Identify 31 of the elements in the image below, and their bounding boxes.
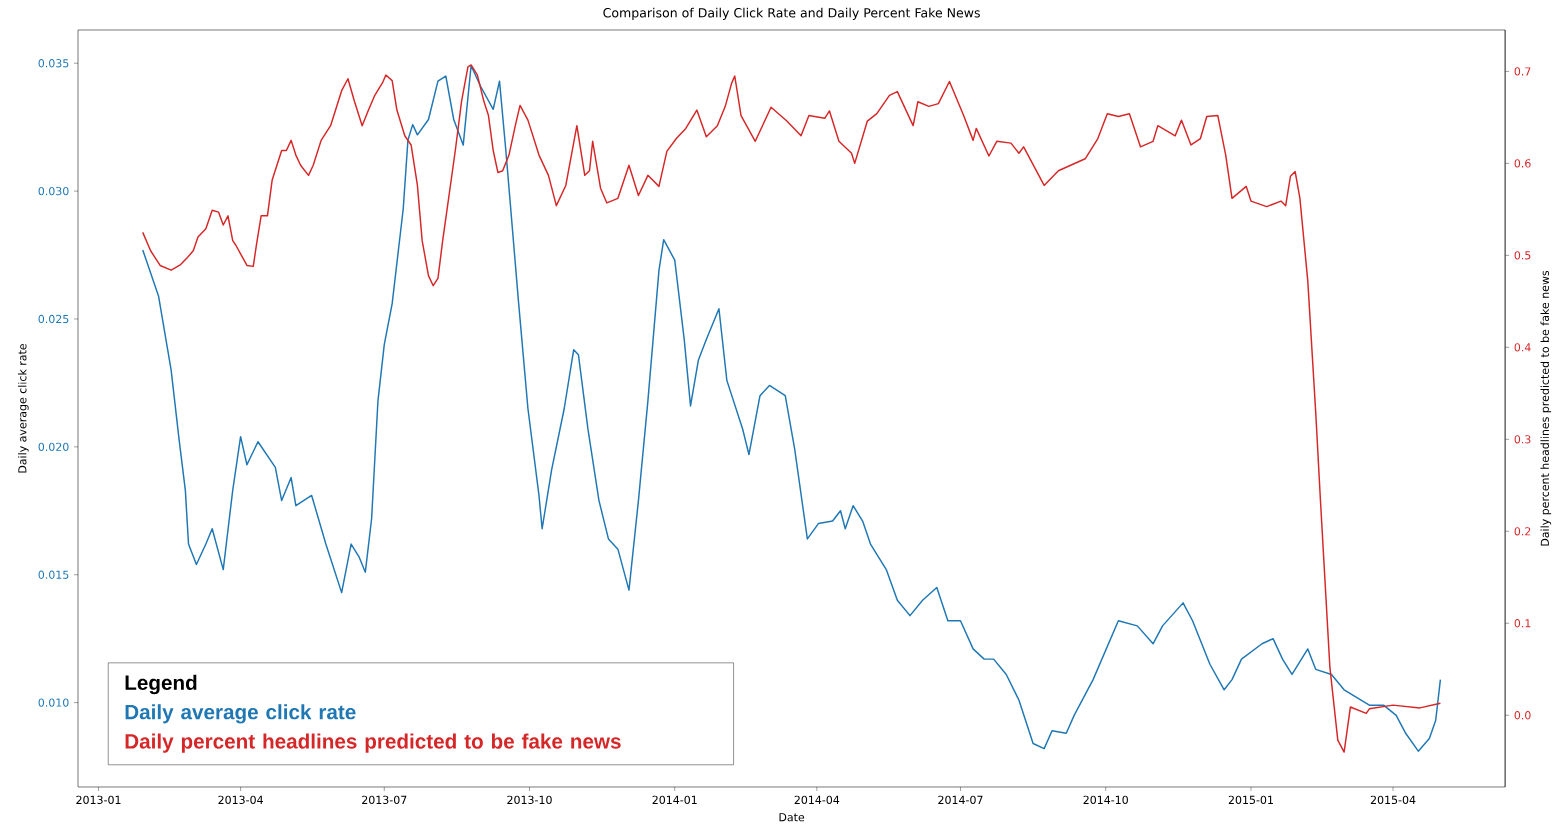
x-tick-label: 2014-10	[1083, 795, 1128, 805]
y2-tick-label: 0.0	[1514, 711, 1531, 720]
y2-tick-label: 0.5	[1514, 251, 1531, 260]
y-tick-label: 0.025	[38, 314, 69, 324]
x-tick-label: 2014-01	[652, 795, 697, 805]
y-tick-label: 0.015	[38, 570, 69, 579]
y2-tick-label: 0.7	[1514, 67, 1531, 76]
x-tick-label: 2013-10	[507, 795, 552, 805]
y-tick-label: 0.035	[38, 59, 69, 68]
y2-axis-title: Daily percent headlines predicted to be fake news	[1540, 270, 1552, 546]
text: Daily average click rate	[125, 704, 356, 724]
legend-title: Legend	[125, 674, 197, 695]
x-tick-label: 2015-04	[1370, 795, 1416, 805]
y-tick-label: 0.030	[38, 186, 69, 196]
text: Daily percent headlines predicted to be fake news	[125, 733, 621, 753]
y-tick-label: 0.010	[38, 698, 69, 707]
y2-tick-label: 0.6	[1514, 159, 1531, 168]
x-tick-label: 2014-04	[794, 795, 840, 805]
y2-tick-label: 0.1	[1514, 619, 1531, 628]
x-tick-label: 2013-07	[362, 795, 407, 805]
chart-title: Comparison of Daily Click Rate and Daily Percent Fake News	[603, 7, 980, 20]
x-tick-label: 2013-01	[76, 795, 121, 805]
y-axis-title: Daily average click rate	[17, 343, 29, 473]
y-tick-label: 0.020	[38, 442, 69, 452]
y2-tick-label: 0.2	[1514, 527, 1531, 536]
x-tick-label: 2015-01	[1228, 795, 1273, 805]
y2-tick-label: 0.3	[1514, 435, 1531, 444]
x-tick-label: 2014-07	[938, 795, 983, 805]
x-axis-title: Date	[779, 813, 805, 822]
y2-tick-label: 0.4	[1514, 343, 1531, 352]
x-tick-label: 2013-04	[218, 795, 263, 805]
